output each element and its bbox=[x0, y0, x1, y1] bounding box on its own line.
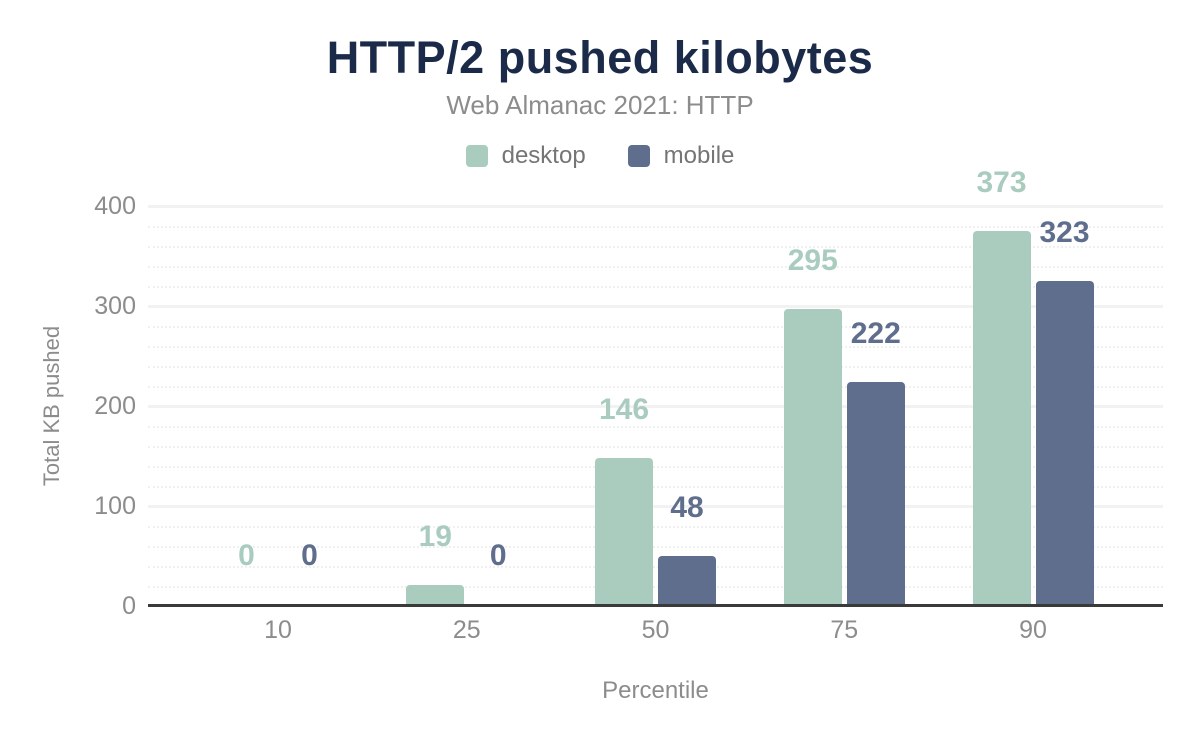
bar-desktop-p50 bbox=[595, 458, 653, 604]
gridline-major bbox=[148, 505, 1163, 508]
chart-legend: desktop mobile bbox=[0, 142, 1200, 170]
value-label-mobile-p75: 222 bbox=[850, 317, 901, 350]
gridline-minor bbox=[148, 586, 1163, 588]
x-axis-line bbox=[148, 604, 1163, 607]
x-axis-tick-label: 90 bbox=[1019, 616, 1047, 644]
y-axis-tick-label: 400 bbox=[94, 192, 136, 220]
bar-mobile-p90 bbox=[1035, 281, 1094, 604]
legend-item-desktop: desktop bbox=[465, 142, 586, 170]
legend-label-mobile: mobile bbox=[663, 142, 735, 169]
legend-item-mobile: mobile bbox=[627, 142, 735, 170]
x-axis-tick-label: 50 bbox=[641, 616, 670, 644]
x-axis-tick-label: 10 bbox=[264, 616, 292, 644]
gridline-minor bbox=[148, 566, 1163, 568]
y-axis-tick-label: 100 bbox=[94, 492, 136, 520]
y-axis-tick-label: 200 bbox=[94, 392, 136, 420]
value-label-desktop-p25: 19 bbox=[418, 520, 452, 553]
gridline-minor bbox=[148, 366, 1163, 368]
gridline-minor bbox=[148, 386, 1163, 388]
x-axis-title: Percentile bbox=[602, 677, 709, 704]
bar-desktop-p25 bbox=[406, 585, 465, 604]
value-label-mobile-p10: 0 bbox=[301, 539, 318, 572]
gridline-minor bbox=[148, 426, 1163, 428]
gridline-minor bbox=[148, 226, 1163, 228]
legend-swatch-desktop bbox=[465, 145, 488, 167]
y-axis-title: Total KB pushed bbox=[39, 325, 64, 487]
y-axis-tick-label: 300 bbox=[94, 292, 136, 320]
gridline-minor bbox=[148, 346, 1163, 348]
legend-swatch-mobile bbox=[627, 145, 650, 167]
gridline-minor bbox=[148, 326, 1163, 328]
gridline-minor bbox=[148, 266, 1163, 268]
chart-subtitle: Web Almanac 2021: HTTP bbox=[446, 90, 754, 120]
gridline-minor bbox=[148, 466, 1163, 468]
x-axis-tick-label: 25 bbox=[452, 616, 481, 644]
value-label-desktop-p90: 373 bbox=[976, 166, 1027, 199]
gridline-minor bbox=[148, 446, 1163, 448]
chart-title: HTTP/2 pushed kilobytes bbox=[326, 32, 874, 83]
bar-desktop-p90 bbox=[972, 231, 1031, 604]
y-axis-tick-label: 0 bbox=[122, 592, 136, 620]
value-label-desktop-p50: 146 bbox=[598, 393, 650, 426]
gridline-minor bbox=[148, 546, 1163, 548]
value-label-mobile-p50: 48 bbox=[670, 491, 704, 524]
gridline-minor bbox=[148, 526, 1163, 528]
value-label-mobile-p25: 0 bbox=[489, 539, 507, 572]
gridline-minor bbox=[148, 286, 1163, 288]
legend-label-desktop: desktop bbox=[501, 142, 586, 169]
gridline-minor bbox=[148, 246, 1163, 248]
value-label-mobile-p90: 323 bbox=[1039, 216, 1090, 249]
gridline-major bbox=[148, 305, 1163, 308]
bar-mobile-p75 bbox=[846, 382, 905, 604]
value-label-desktop-p10: 0 bbox=[238, 539, 255, 572]
bar-desktop-p75 bbox=[783, 309, 842, 604]
gridline-minor bbox=[148, 486, 1163, 488]
value-label-desktop-p75: 295 bbox=[787, 244, 838, 277]
bar-mobile-p50 bbox=[658, 556, 716, 604]
x-axis-tick-label: 75 bbox=[830, 616, 859, 644]
gridline-major bbox=[148, 405, 1163, 408]
gridline-major bbox=[148, 205, 1163, 208]
